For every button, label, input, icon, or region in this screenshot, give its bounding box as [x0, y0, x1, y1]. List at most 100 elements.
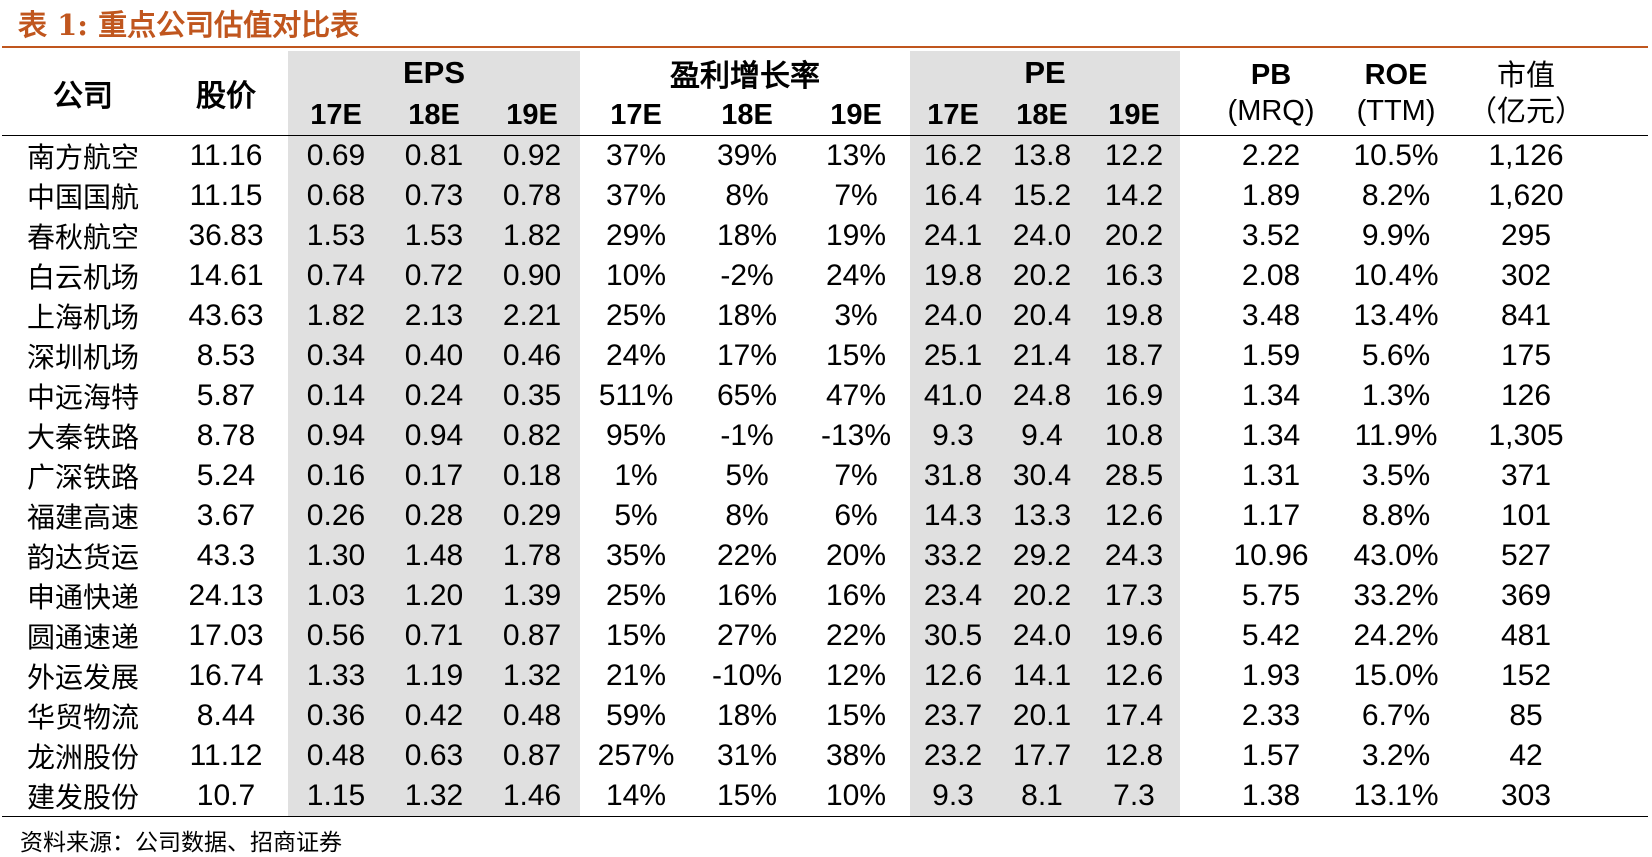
price-cell: 24.13: [188, 579, 264, 612]
price-cell: 43.63: [188, 299, 264, 332]
gap-cell: [1180, 376, 1210, 416]
header-growth: 盈利增长率: [670, 59, 821, 94]
header-eps: EPS: [288, 51, 581, 95]
growth-cell: 7%: [834, 459, 878, 492]
mcap-cell: 126: [1501, 379, 1552, 412]
pe-cell: 24.8: [996, 376, 1089, 416]
valuation-table: 公司 股价 EPS 盈利增长率 PE PB (MRQ) ROE (TTM) 市值…: [2, 51, 1649, 817]
eps-cell: 1.30: [288, 536, 384, 576]
company-name: 大秦铁路: [26, 421, 139, 454]
company-name: 圆通速递: [26, 621, 139, 654]
table-body: 南方航空 11.16 0.69 0.81 0.92 37% 39% 13% 16.2 13.8 12…: [2, 135, 1649, 817]
header-company: 公司: [53, 79, 113, 114]
pe-cell: 24.0: [910, 296, 997, 336]
pe-cell: 12.2: [1088, 135, 1181, 176]
roe-cell: 11.9%: [1354, 419, 1438, 452]
gap-cell: [1180, 216, 1210, 256]
pe-cell: 16.9: [1088, 376, 1181, 416]
growth-cell: 8%: [725, 179, 769, 212]
roe-cell: 33.2%: [1353, 579, 1439, 612]
company-name: 深圳机场: [26, 341, 139, 374]
eps-cell: 1.32: [384, 776, 484, 817]
gap-cell: [1180, 536, 1210, 576]
company-name: 外运发展: [26, 661, 139, 694]
eps-cell: 0.48: [484, 696, 581, 736]
company-name: 龙洲股份: [26, 741, 139, 774]
pe-cell: 23.2: [910, 736, 997, 776]
price-cell: 3.67: [196, 499, 256, 532]
growth-cell: 6%: [834, 499, 878, 532]
eps-cell: 0.82: [484, 416, 581, 456]
growth-cell: 39%: [716, 139, 778, 172]
eps-cell: 1.46: [484, 776, 581, 817]
growth-cell: 22%: [716, 539, 778, 572]
header-trailing-gap: [1592, 51, 1648, 136]
eps-cell: 1.82: [288, 296, 384, 336]
pe-cell: 12.8: [1088, 736, 1181, 776]
eps-cell: 1.33: [288, 656, 384, 696]
pb-cell: 1.34: [1241, 379, 1301, 412]
eps-cell: 1.53: [288, 216, 384, 256]
eps-cell: 0.18: [484, 456, 581, 496]
mcap-cell: 841: [1501, 299, 1552, 332]
growth-cell: 511%: [598, 379, 674, 412]
pe-cell: 17.3: [1088, 576, 1181, 616]
eps-cell: 0.92: [484, 135, 581, 176]
table-row: 中国国航 11.15 0.68 0.73 0.78 37% 8% 7% 16.4 15.2 14.2…: [2, 176, 1648, 216]
gap-cell: [1180, 776, 1210, 817]
pe-cell: 19.6: [1088, 616, 1181, 656]
eps-cell: 0.69: [288, 135, 384, 176]
roe-cell: 43.0%: [1353, 539, 1439, 572]
mcap-cell: 295: [1501, 219, 1552, 252]
growth-cell: -13%: [820, 419, 892, 452]
growth-cell: 65%: [716, 379, 778, 412]
header-gap: [1180, 51, 1210, 136]
company-name: 福建高速: [26, 501, 139, 534]
gap-cell: [1180, 456, 1210, 496]
trailing-gap-cell: [1592, 136, 1648, 177]
header-pb-title: PB: [1250, 59, 1292, 91]
growth-cell: 18%: [716, 299, 778, 332]
pe-cell: 19.8: [910, 256, 997, 296]
pe-cell: 7.3: [1088, 776, 1181, 817]
mcap-cell: 371: [1501, 459, 1552, 492]
growth-cell: 8%: [725, 499, 769, 532]
growth-cell: 18%: [716, 219, 778, 252]
growth-cell: 25%: [605, 299, 667, 332]
pe-cell: 15.2: [996, 176, 1089, 216]
header-price: 股价: [196, 79, 256, 114]
pb-cell: 2.33: [1241, 699, 1301, 732]
table-row: 申通快递 24.13 1.03 1.20 1.39 25% 16% 16% 23.4 20.2 17…: [2, 576, 1648, 616]
trailing-gap-cell: [1592, 416, 1648, 456]
pe-cell: 24.3: [1088, 536, 1181, 576]
mcap-cell: 42: [1509, 739, 1543, 772]
eps-cell: 0.90: [484, 256, 581, 296]
pe-cell: 24.0: [996, 616, 1089, 656]
growth-cell: 95%: [605, 419, 667, 452]
company-name: 中国国航: [26, 181, 139, 214]
mcap-cell: 369: [1501, 579, 1552, 612]
pe-cell: 31.8: [910, 456, 997, 496]
growth-cell: 1%: [614, 459, 658, 492]
growth-cell: 17%: [716, 339, 778, 372]
pe-cell: 24.1: [910, 216, 997, 256]
growth-cell: 25%: [605, 579, 667, 612]
growth-cell: 24%: [825, 259, 887, 292]
gap-cell: [1180, 176, 1210, 216]
price-cell: 11.15: [189, 179, 263, 212]
header-pb: PB (MRQ): [1210, 51, 1332, 136]
pb-cell: 1.34: [1241, 419, 1301, 452]
header-eps-year: 17E: [288, 95, 384, 136]
trailing-gap-cell: [1592, 696, 1648, 736]
pe-cell: 13.3: [996, 496, 1089, 536]
eps-cell: 1.53: [384, 216, 484, 256]
table-row: 大秦铁路 8.78 0.94 0.94 0.82 95% -1% -13% 9.3 9.4 10.8…: [2, 416, 1648, 456]
growth-cell: 15%: [825, 339, 887, 372]
gap-cell: [1180, 736, 1210, 776]
pe-cell: 12.6: [910, 656, 997, 696]
pe-cell: 19.8: [1088, 296, 1181, 336]
growth-cell: 10%: [605, 259, 667, 292]
table-row: 圆通速递 17.03 0.56 0.71 0.87 15% 27% 22% 30.5 24.0 19…: [2, 616, 1648, 656]
eps-cell: 0.29: [484, 496, 581, 536]
pe-cell: 10.8: [1088, 416, 1181, 456]
